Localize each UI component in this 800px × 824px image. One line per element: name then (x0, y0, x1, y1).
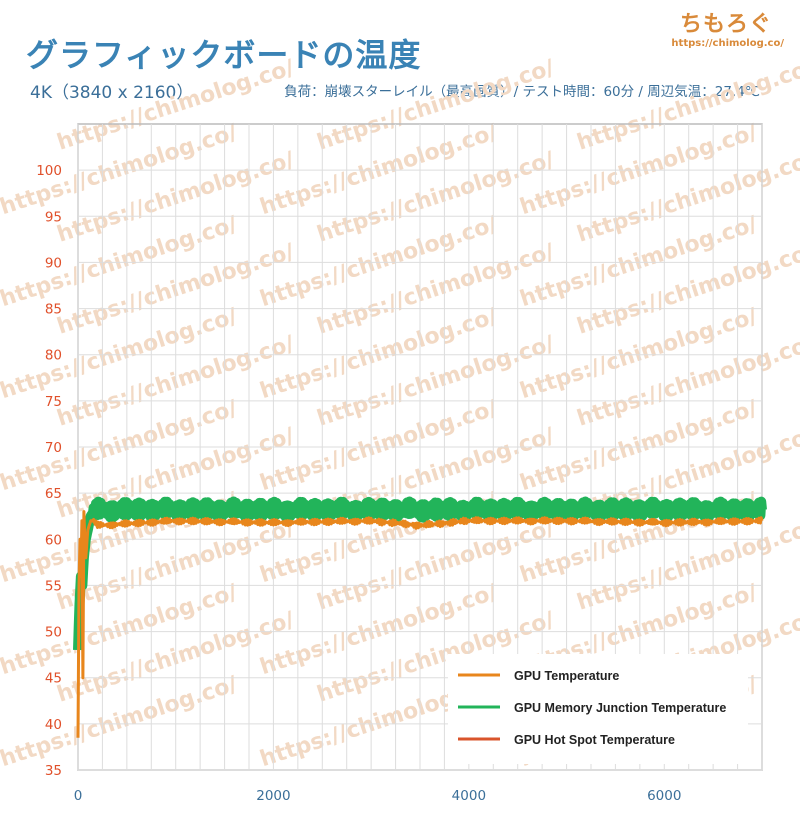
x-tick-label: 6000 (647, 788, 681, 804)
legend-label: GPU Temperature (514, 669, 619, 683)
x-tick-label: 2000 (256, 788, 290, 804)
y-tick-label: 75 (45, 394, 62, 410)
y-tick-label: 80 (45, 348, 62, 364)
legend-label: GPU Hot Spot Temperature (514, 733, 675, 747)
series-line-gpu_temp (76, 510, 764, 738)
y-tick-label: 45 (45, 671, 62, 687)
y-tick-label: 60 (45, 532, 62, 548)
chart-legend: GPU Temperature GPU Memory Junction Tempe… (448, 654, 748, 764)
y-tick-label: 70 (45, 440, 62, 456)
chart-series (73, 496, 767, 738)
y-tick-label: 50 (45, 625, 62, 641)
x-tick-label: 0 (74, 788, 83, 804)
y-tick-label: 85 (45, 302, 62, 318)
site-logo: ちもろぐ (679, 12, 772, 37)
y-tick-label: 100 (36, 163, 62, 179)
y-tick-label: 90 (45, 255, 62, 271)
site-url: https://chimolog.co/ (671, 38, 784, 49)
legend-box (448, 654, 748, 764)
y-tick-label: 35 (45, 763, 62, 779)
y-tick-label: 95 (45, 209, 62, 225)
series-line-mem_junction (73, 496, 767, 651)
y-tick-label: 40 (45, 717, 62, 733)
test-conditions: 負荷：崩壊スターレイル（最高画質）/ テスト時間：60分 / 周辺気温：27.4… (284, 84, 760, 100)
legend-label: GPU Memory Junction Temperature (514, 701, 726, 715)
y-tick-label: 65 (45, 486, 62, 502)
page-title: グラフィックボードの温度 (26, 36, 422, 74)
x-tick-label: 4000 (452, 788, 486, 804)
y-tick-label: 55 (45, 578, 62, 594)
resolution-label: 4K（3840 x 2160） (30, 83, 194, 103)
chart-axes: 35 40 45 50 55 60 65 70 75 80 85 90 95 100 0 2000 4000 60… (36, 163, 681, 804)
